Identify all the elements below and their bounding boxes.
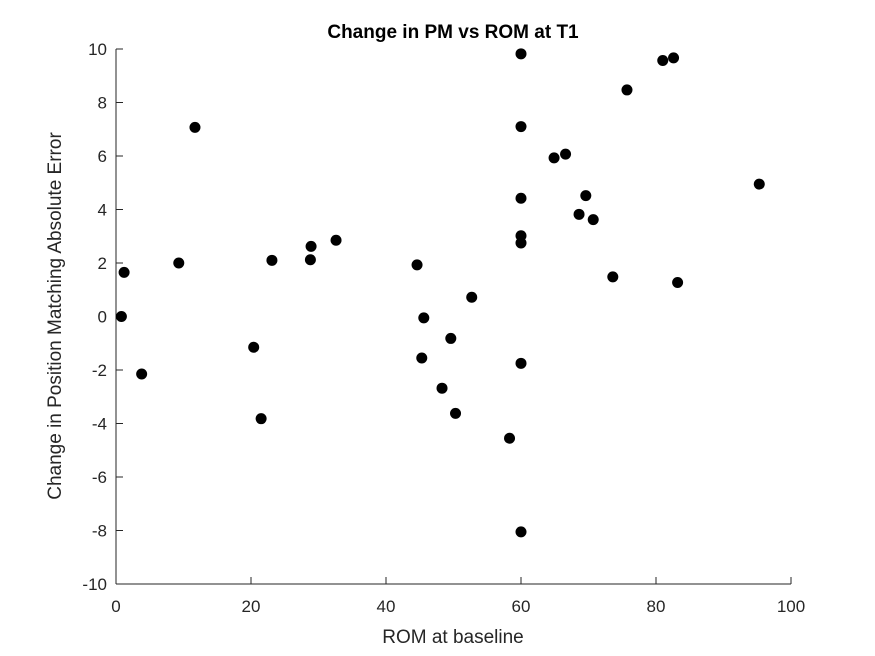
data-point xyxy=(587,214,599,226)
data-point xyxy=(515,48,527,60)
x-tick-label: 20 xyxy=(242,597,261,616)
data-point xyxy=(515,237,527,249)
y-tick-label: 2 xyxy=(98,254,107,273)
data-point xyxy=(304,254,316,266)
data-point xyxy=(305,240,317,252)
data-point xyxy=(136,368,148,380)
data-point xyxy=(330,234,342,246)
data-point xyxy=(173,257,185,269)
data-point xyxy=(416,352,428,364)
data-point xyxy=(466,291,478,303)
data-point xyxy=(450,407,462,419)
data-point xyxy=(445,332,457,344)
data-point xyxy=(504,432,516,444)
data-point xyxy=(189,121,201,133)
data-point xyxy=(560,148,572,160)
data-point xyxy=(118,266,130,278)
y-tick-label: -2 xyxy=(92,361,107,380)
x-tick-label: 60 xyxy=(512,597,531,616)
y-axis-label: Change in Position Matching Absolute Err… xyxy=(45,132,66,500)
data-point xyxy=(418,312,430,324)
data-point xyxy=(515,526,527,538)
data-point xyxy=(248,341,260,353)
chart-title: Change in PM vs ROM at T1 xyxy=(327,22,579,43)
data-point xyxy=(515,121,527,133)
y-tick-label: 8 xyxy=(98,94,107,113)
data-point xyxy=(548,152,560,164)
data-point xyxy=(411,259,423,271)
y-tick-label: 10 xyxy=(88,40,107,59)
data-point xyxy=(672,277,684,289)
data-point xyxy=(668,52,680,64)
data-point xyxy=(436,382,448,394)
x-tick-label: 100 xyxy=(777,597,805,616)
plot-area: 0 20 40 60 80 100 -10 -8 -6 -4 -2 0 2 4 6 8 10 xyxy=(82,40,805,616)
x-tick-label: 80 xyxy=(647,597,666,616)
data-point xyxy=(266,254,278,266)
y-tick-label: 4 xyxy=(98,201,107,220)
y-tick-label: -6 xyxy=(92,468,107,487)
y-tick-label: 6 xyxy=(98,147,107,166)
data-point xyxy=(580,190,592,202)
y-tick-label: -4 xyxy=(92,415,107,434)
data-point xyxy=(515,192,527,204)
data-point xyxy=(621,84,633,96)
data-point xyxy=(573,208,585,220)
y-tick-label: 0 xyxy=(98,308,107,327)
data-point xyxy=(607,271,619,283)
x-tick-label: 40 xyxy=(377,597,396,616)
y-tick-label: -10 xyxy=(82,575,107,594)
data-point xyxy=(515,357,527,369)
x-tick-label: 0 xyxy=(111,597,120,616)
data-point xyxy=(255,413,267,425)
data-point xyxy=(115,311,127,322)
data-point xyxy=(657,55,669,67)
x-axis-label: ROM at baseline xyxy=(382,627,524,648)
data-point xyxy=(753,178,765,190)
y-tick-label: -8 xyxy=(92,522,107,541)
